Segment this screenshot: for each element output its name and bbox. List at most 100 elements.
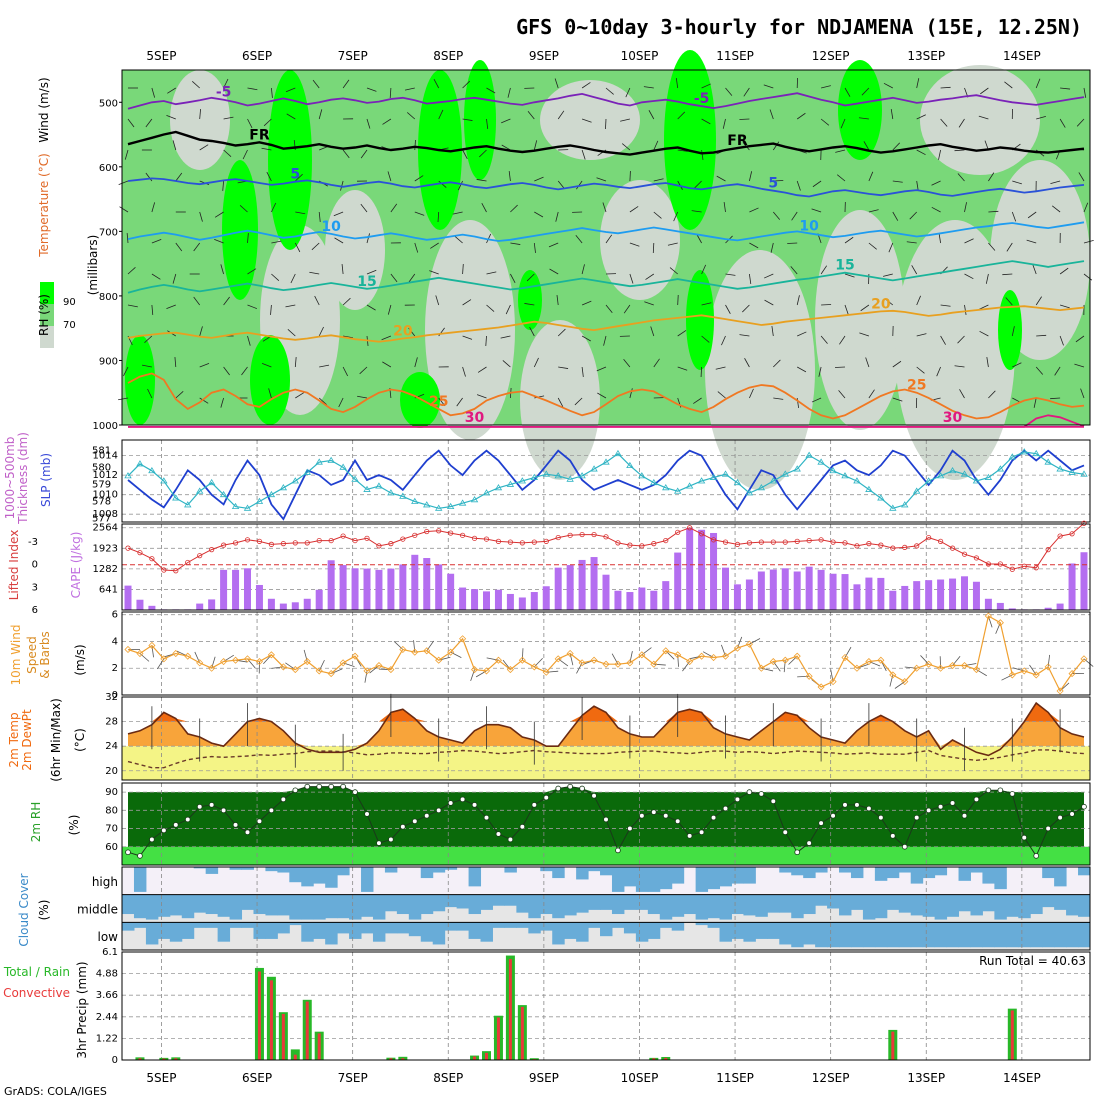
- lifted-index-point: [961, 551, 968, 557]
- lifted-index-point: [412, 532, 418, 538]
- rh-moist-area: [222, 160, 258, 300]
- wind-barb: [557, 397, 564, 408]
- cloud-bar: [420, 867, 434, 879]
- cloud-bar: [982, 922, 995, 948]
- wind-speed-point: [841, 653, 849, 662]
- isotherm-label: FR: [249, 127, 270, 143]
- wind-barb: [620, 118, 630, 122]
- precip-tick-label: 2.44: [96, 1012, 118, 1023]
- thickness-point: [1080, 470, 1088, 477]
- cape-bar: [650, 590, 658, 610]
- wind-barb: [342, 79, 350, 89]
- wind-barb: [693, 397, 702, 404]
- thickness-point: [936, 472, 945, 479]
- wind-barb: [701, 302, 712, 306]
- cloud-bar: [313, 922, 326, 939]
- wind-tick-label: 6: [112, 610, 118, 621]
- wind-barb: [501, 144, 511, 151]
- wind-barb: [270, 304, 272, 315]
- wind-barb: [1006, 242, 1013, 252]
- wind-barb: [744, 358, 750, 368]
- wind-barb: [1027, 211, 1037, 219]
- cape-tick-label: 2564: [93, 523, 118, 534]
- cloud-bar: [958, 894, 971, 912]
- thickness-point: [542, 470, 550, 477]
- wind-speed-point: [447, 648, 455, 656]
- rh-point: [842, 802, 848, 808]
- wind-barb: [341, 264, 344, 275]
- wind-barb: [811, 208, 822, 213]
- wind-barb: [653, 358, 660, 368]
- wind-barb: [773, 180, 784, 182]
- cloud-bar: [600, 894, 613, 910]
- wind-speed-point: [327, 670, 335, 678]
- wind-barb: [985, 273, 989, 284]
- wind-barb: [581, 118, 592, 123]
- dewpoint-line: [127, 749, 1085, 769]
- wind-barb: [868, 209, 879, 213]
- rh-point: [830, 812, 836, 819]
- cape-bar: [339, 565, 347, 610]
- wind-barb: [629, 273, 634, 284]
- isotherm-line: [127, 372, 1085, 420]
- wind-barb: [725, 273, 736, 276]
- wind-speed-point: [1056, 687, 1064, 695]
- isotherm-line: [127, 221, 1085, 242]
- wind-barb: [761, 667, 774, 672]
- lifted-index-point: [209, 547, 215, 553]
- cloud-bar: [850, 894, 864, 910]
- cloud-bar: [719, 894, 732, 920]
- wind-barb: [247, 335, 251, 346]
- wind-barb: [458, 180, 463, 191]
- wind-barb: [166, 115, 176, 120]
- cloud-bar: [623, 867, 637, 887]
- cloud-bar: [420, 894, 434, 915]
- thickness-tick-label: 578: [92, 497, 111, 508]
- cloud-bar: [695, 922, 709, 926]
- wind-barb: [725, 87, 733, 96]
- wind-barb: [725, 304, 731, 314]
- lifted-index-point: [436, 528, 442, 534]
- wind-barb: [486, 271, 497, 275]
- wind-barb: [382, 361, 392, 368]
- wind-barb: [783, 660, 786, 673]
- cloud-bar: [707, 922, 721, 928]
- wind-barb: [796, 112, 806, 120]
- cloud-bar: [683, 894, 697, 915]
- cape-bar: [781, 568, 789, 610]
- cloud-bar: [731, 894, 744, 915]
- wind-barb: [507, 87, 511, 98]
- wind-barb: [123, 366, 129, 377]
- wind-speed-point: [578, 659, 586, 667]
- wind-barb: [650, 326, 655, 337]
- wind-barb: [486, 304, 495, 312]
- date-tick-label: 11SEP: [716, 49, 754, 63]
- wind-speed-point: [972, 665, 981, 674]
- cloud-bar: [934, 922, 948, 948]
- lifted-index-point: [687, 525, 693, 531]
- wind-barb: [940, 304, 951, 307]
- lifted-index-point: [698, 531, 705, 537]
- lifted-tick-label: 6: [32, 605, 38, 616]
- date-tick-label: 7SEP: [338, 1071, 368, 1085]
- cape-bar: [327, 560, 335, 610]
- wind-barb: [534, 176, 544, 182]
- wind-barb: [145, 172, 153, 182]
- wind-barb: [437, 211, 440, 223]
- cloud-bar: [910, 894, 924, 916]
- precip-convective-bar: [473, 1056, 477, 1060]
- cape-tick-label: 1923: [93, 543, 118, 554]
- wind-barb: [450, 651, 462, 658]
- thickness-point: [757, 484, 766, 491]
- wind-speed-point: [889, 671, 897, 679]
- cloud-bar: [289, 922, 302, 926]
- wind-barb: [309, 271, 320, 275]
- cloud-bar: [982, 894, 995, 912]
- thickness-point: [662, 484, 670, 491]
- wind-barb: [366, 233, 370, 244]
- cape-bar: [638, 587, 646, 610]
- lifted-index-point: [1057, 533, 1063, 539]
- rh-point: [650, 809, 657, 815]
- cloud-bar: [528, 922, 541, 934]
- precip-panel: 0 1.22 2.44 3.66 4.88 6.1 Run Total = 40.63 3hr…: [3, 947, 1091, 1066]
